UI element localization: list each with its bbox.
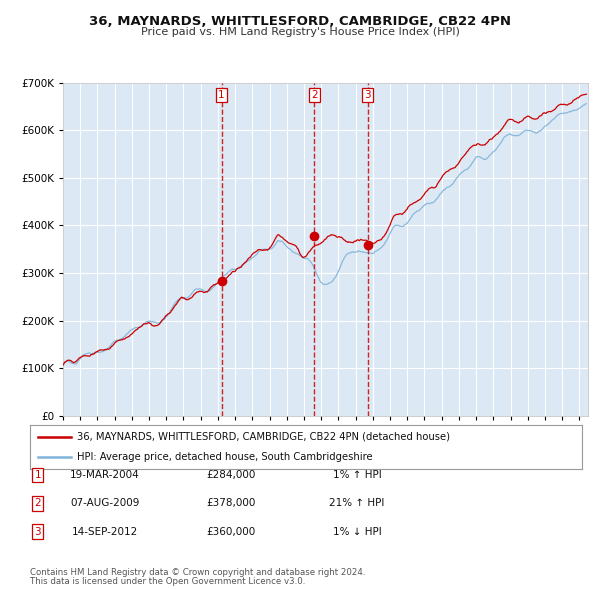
Text: 07-AUG-2009: 07-AUG-2009 — [70, 499, 140, 508]
Text: 1% ↑ HPI: 1% ↑ HPI — [332, 470, 382, 480]
Text: 1: 1 — [34, 470, 41, 480]
Text: 36, MAYNARDS, WHITTLESFORD, CAMBRIDGE, CB22 4PN (detached house): 36, MAYNARDS, WHITTLESFORD, CAMBRIDGE, C… — [77, 432, 450, 442]
Text: 21% ↑ HPI: 21% ↑ HPI — [329, 499, 385, 508]
Text: 14-SEP-2012: 14-SEP-2012 — [72, 527, 138, 536]
Text: 2: 2 — [311, 90, 317, 100]
Text: 19-MAR-2004: 19-MAR-2004 — [70, 470, 140, 480]
Text: 1: 1 — [218, 90, 225, 100]
Text: 3: 3 — [365, 90, 371, 100]
Text: £360,000: £360,000 — [206, 527, 256, 536]
Text: £284,000: £284,000 — [206, 470, 256, 480]
Text: Contains HM Land Registry data © Crown copyright and database right 2024.: Contains HM Land Registry data © Crown c… — [30, 568, 365, 577]
Text: 3: 3 — [34, 527, 41, 536]
Text: 36, MAYNARDS, WHITTLESFORD, CAMBRIDGE, CB22 4PN: 36, MAYNARDS, WHITTLESFORD, CAMBRIDGE, C… — [89, 15, 511, 28]
Text: 1% ↓ HPI: 1% ↓ HPI — [332, 527, 382, 536]
Text: HPI: Average price, detached house, South Cambridgeshire: HPI: Average price, detached house, Sout… — [77, 452, 373, 462]
Text: £378,000: £378,000 — [206, 499, 256, 508]
Text: This data is licensed under the Open Government Licence v3.0.: This data is licensed under the Open Gov… — [30, 578, 305, 586]
Text: 2: 2 — [34, 499, 41, 508]
Text: Price paid vs. HM Land Registry's House Price Index (HPI): Price paid vs. HM Land Registry's House … — [140, 27, 460, 37]
